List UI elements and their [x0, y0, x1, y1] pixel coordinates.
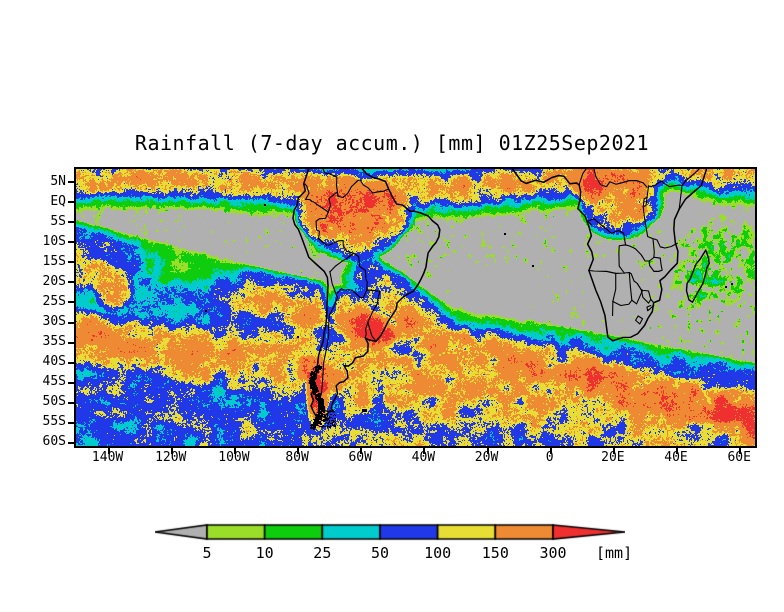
- longitude-tick-label: 100W: [218, 450, 250, 465]
- colorbar-tick-label: 300: [539, 544, 567, 562]
- latitude-tick-label: 20S: [42, 273, 66, 289]
- colorbar-swatches[interactable]: [155, 520, 625, 546]
- latitude-tick-label: 40S: [42, 354, 66, 370]
- latitude-tick-label: 15S: [42, 253, 66, 269]
- colorbar-tick-label: 150: [481, 544, 509, 562]
- longitude-tick-label: 80W: [285, 450, 309, 465]
- latitude-tick-label: 35S: [42, 334, 66, 350]
- latitude-tick-label: 60S: [42, 434, 66, 450]
- longitude-tick-label: 60W: [348, 450, 372, 465]
- colorbar-tick-label: 100: [424, 544, 452, 562]
- longitude-tick-label: 120W: [155, 450, 187, 465]
- longitude-tick-label: 0: [545, 450, 554, 465]
- longitude-tick-label: 40W: [411, 450, 436, 465]
- latitude-tick-label: 50S: [42, 394, 66, 410]
- colorbar-tick-label: 25: [313, 544, 332, 562]
- colorbar-tick-label: 5: [202, 544, 212, 562]
- latitude-tick-label: 5S: [50, 213, 66, 229]
- latitude-axis-labels: 5N EQ 5S 10S 15S 20S 25S 30S 35S 40S 45S 50S 55S 60S: [10, 0, 66, 612]
- longitude-axis-labels: 140W 120W 100W 80W 60W 40W 20W 0 20E 40E 60E: [0, 450, 784, 470]
- latitude-tick-label: 25S: [42, 293, 66, 309]
- latitude-tick-label: 10S: [42, 233, 66, 249]
- latitude-tick-label: 55S: [42, 414, 66, 430]
- map-plot-area[interactable]: [74, 167, 757, 448]
- colorbar-tick-label: 50: [370, 544, 390, 562]
- latitude-tick-label: EQ: [50, 193, 66, 209]
- longitude-tick-label: 60E: [727, 450, 751, 465]
- longitude-tick-label: 20W: [474, 450, 499, 465]
- colorbar-tick-label: 10: [255, 544, 274, 562]
- latitude-tick-label: 5N: [50, 173, 66, 189]
- colorbar-unit-label: [mm]: [596, 544, 633, 562]
- latitude-tick-label: 45S: [42, 374, 66, 390]
- page-title: Rainfall (7-day accum.) [mm] 01Z25Sep202…: [134, 131, 650, 155]
- longitude-tick-label: 40E: [664, 450, 688, 465]
- longitude-tick-label: 140W: [91, 450, 124, 465]
- rainfall-heatmap-canvas[interactable]: [76, 169, 755, 446]
- longitude-tick-label: 20E: [601, 450, 625, 465]
- latitude-tick-label: 30S: [42, 314, 66, 330]
- colorbar[interactable]: [mm] 5 10 25 50 100 150 300: [0, 512, 784, 572]
